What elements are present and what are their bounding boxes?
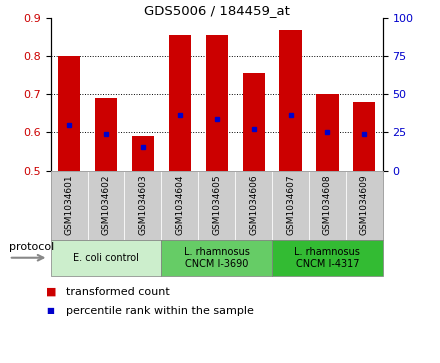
Text: ■: ■ bbox=[46, 306, 54, 315]
Bar bbox=[353, 102, 375, 171]
Text: L. rhamnosus
CNCM I-4317: L. rhamnosus CNCM I-4317 bbox=[294, 246, 360, 269]
Text: GSM1034606: GSM1034606 bbox=[249, 175, 258, 236]
Text: L. rhamnosus
CNCM I-3690: L. rhamnosus CNCM I-3690 bbox=[184, 246, 249, 269]
Bar bbox=[169, 35, 191, 171]
Text: GSM1034607: GSM1034607 bbox=[286, 175, 295, 236]
Title: GDS5006 / 184459_at: GDS5006 / 184459_at bbox=[144, 4, 290, 17]
Text: GSM1034608: GSM1034608 bbox=[323, 175, 332, 236]
Text: GSM1034601: GSM1034601 bbox=[65, 175, 73, 236]
Bar bbox=[279, 30, 301, 171]
Bar bbox=[58, 56, 80, 171]
Text: protocol: protocol bbox=[9, 242, 54, 252]
Text: GSM1034609: GSM1034609 bbox=[360, 175, 369, 236]
Text: ■: ■ bbox=[46, 287, 57, 297]
Text: GSM1034602: GSM1034602 bbox=[102, 175, 110, 235]
Bar bbox=[205, 35, 228, 171]
Text: GSM1034603: GSM1034603 bbox=[138, 175, 147, 236]
Bar bbox=[242, 73, 265, 171]
Text: percentile rank within the sample: percentile rank within the sample bbox=[66, 306, 254, 316]
Bar bbox=[95, 98, 117, 171]
Text: GSM1034605: GSM1034605 bbox=[212, 175, 221, 236]
Bar bbox=[132, 136, 154, 171]
Text: GSM1034604: GSM1034604 bbox=[175, 175, 184, 235]
Bar bbox=[316, 94, 338, 171]
Text: transformed count: transformed count bbox=[66, 287, 170, 297]
Text: E. coli control: E. coli control bbox=[73, 253, 139, 263]
